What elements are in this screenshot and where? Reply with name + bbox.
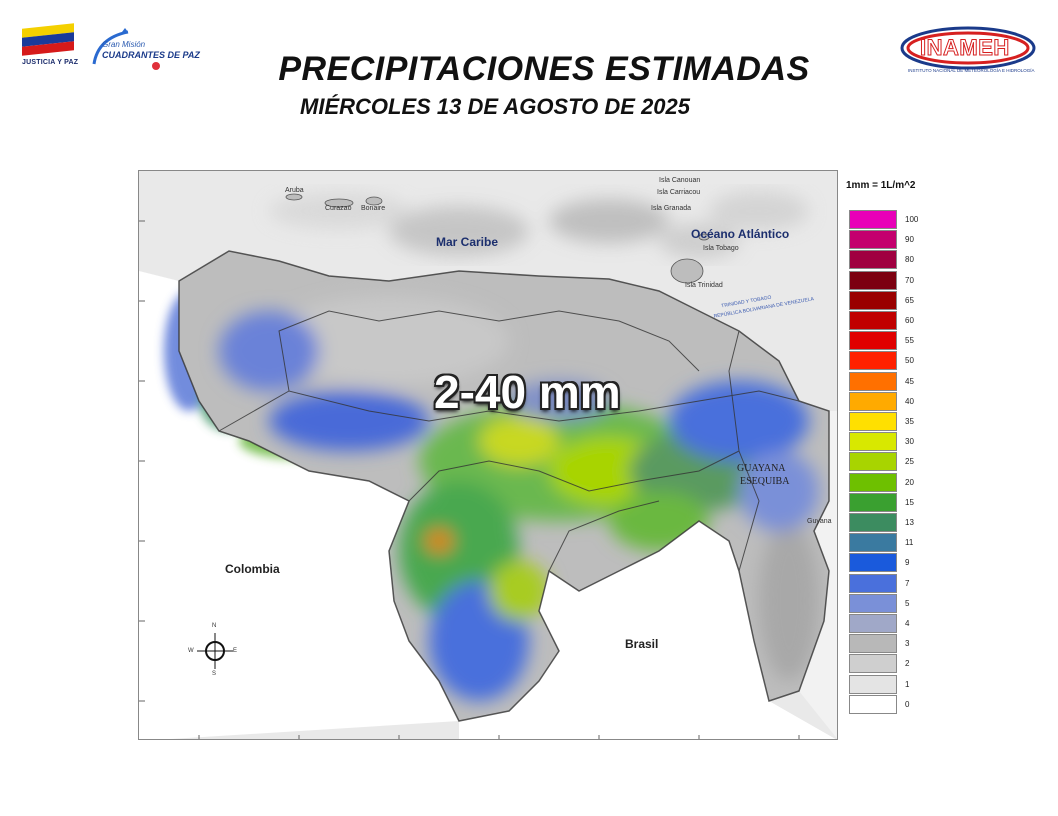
inameh-ellipse-icon bbox=[900, 26, 1036, 70]
legend-swatch bbox=[849, 391, 897, 411]
justicia-y-paz-logo: JUSTICIA Y PAZ bbox=[22, 23, 82, 78]
gran-mision-small-text: Gran Misión bbox=[102, 40, 146, 49]
legend-label: 35 bbox=[905, 417, 914, 426]
legend-label: 7 bbox=[905, 578, 910, 588]
legend-label: 30 bbox=[905, 437, 914, 447]
precipitation-map: Mar Caribe Océano Atlántico Colombia Bra… bbox=[138, 170, 838, 740]
precipitation-range-label: 2-40 mm bbox=[434, 366, 621, 418]
legend-swatch bbox=[849, 331, 897, 351]
legend-swatch bbox=[849, 593, 897, 613]
label-brasil: Brasil bbox=[625, 637, 659, 651]
legend-label: 45 bbox=[905, 376, 914, 386]
legend-swatch bbox=[849, 634, 897, 654]
islands bbox=[285, 193, 710, 284]
compass-s: S bbox=[212, 671, 217, 677]
legend-label: 13 bbox=[905, 518, 914, 527]
legend-label: 25 bbox=[905, 457, 914, 467]
legend-swatch bbox=[849, 230, 897, 250]
legend-swatch bbox=[849, 351, 897, 371]
label-curazao: Curazao bbox=[325, 205, 352, 212]
legend-label: 90 bbox=[905, 235, 914, 245]
label-esequiba: ESEQUIBA bbox=[740, 476, 790, 487]
legend-label: 100 bbox=[905, 215, 919, 224]
justicia-y-paz-caption: JUSTICIA Y PAZ bbox=[22, 59, 79, 66]
legend-swatch bbox=[849, 250, 897, 270]
inameh-caption: INSTITUTO NACIONAL DE METEOROLOGÍA E HID… bbox=[908, 68, 1035, 73]
legend-label: 9 bbox=[905, 558, 910, 568]
compass-n: N bbox=[212, 623, 217, 629]
legend-label: 50 bbox=[905, 356, 914, 366]
label-bonaire: Bonaire bbox=[361, 205, 386, 212]
legend-label: 15 bbox=[905, 497, 914, 507]
grid-ticks bbox=[139, 220, 800, 739]
legend-label: 0 bbox=[905, 699, 910, 709]
legend-swatch bbox=[849, 472, 897, 492]
legend-swatch bbox=[849, 290, 897, 310]
legend-label: 3 bbox=[905, 639, 910, 649]
gran-mision-logo: Gran Misión CUADRANTES DE PAZ bbox=[88, 28, 200, 72]
legend-swatch bbox=[849, 210, 897, 229]
legend-label: 40 bbox=[905, 396, 914, 406]
inameh-text: INAMEH bbox=[920, 35, 1010, 61]
legend-swatch bbox=[849, 412, 897, 431]
label-granada: Isla Granada bbox=[651, 205, 692, 212]
gran-mision-emblem-icon bbox=[92, 28, 160, 70]
page-title: PRECIPITACIONES ESTIMADAS bbox=[278, 50, 810, 88]
legend-label: 5 bbox=[905, 598, 910, 608]
label-colombia: Colombia bbox=[225, 562, 280, 576]
guyana-land bbox=[799, 411, 837, 739]
legend-swatch bbox=[849, 533, 897, 553]
legend-swatch bbox=[849, 311, 897, 330]
legend-swatch bbox=[849, 694, 897, 714]
legend-swatch bbox=[849, 654, 897, 674]
label-oceano-atlantico: Océano Atlántico bbox=[691, 227, 790, 241]
legend-swatch bbox=[849, 270, 897, 290]
legend-label: 65 bbox=[905, 295, 914, 305]
colombia-land bbox=[139, 271, 459, 739]
legend-swatch bbox=[849, 492, 897, 512]
legend-label: 70 bbox=[905, 275, 914, 285]
legend-label: 1 bbox=[905, 679, 910, 689]
legend-label: 60 bbox=[905, 316, 914, 325]
legend-label: 55 bbox=[905, 336, 914, 346]
legend-swatch bbox=[849, 371, 897, 391]
legend-label: 11 bbox=[905, 538, 914, 548]
state-boundaries bbox=[178, 250, 830, 722]
page-subtitle: MIÉRCOLES 13 DE AGOSTO DE 2025 bbox=[300, 94, 691, 119]
legend-swatch bbox=[849, 513, 897, 532]
label-carriacou: Isla Carriacou bbox=[657, 189, 701, 196]
legend-title: 1mm = 1L/m^2 bbox=[846, 180, 916, 191]
legend-swatch bbox=[849, 573, 897, 593]
inameh-logo: INAMEH INSTITUTO NACIONAL DE METEOROLOGÍ… bbox=[898, 24, 1038, 80]
label-mar-caribe: Mar Caribe bbox=[436, 235, 499, 249]
legend-swatch bbox=[849, 452, 897, 472]
label-aruba: Aruba bbox=[285, 187, 304, 194]
compass-icon bbox=[197, 633, 233, 669]
legend-label: 2 bbox=[905, 659, 910, 669]
legend-label: 20 bbox=[905, 477, 914, 487]
legend-swatch bbox=[849, 614, 897, 633]
legend-swatch bbox=[849, 674, 897, 694]
legend-label: 80 bbox=[905, 255, 914, 265]
legend-swatch bbox=[849, 553, 897, 573]
brasil-land bbox=[459, 521, 836, 739]
label-trinidad: Isla Trinidad bbox=[685, 282, 723, 289]
map-canvas bbox=[139, 171, 837, 739]
label-tobago: Isla Tobago bbox=[703, 245, 739, 252]
label-guayana: GUAYANA bbox=[737, 463, 786, 474]
compass-w: W bbox=[188, 648, 194, 654]
legend-swatch bbox=[849, 432, 897, 452]
cuadrantes-de-paz-text: CUADRANTES DE PAZ bbox=[102, 50, 200, 60]
label-canouan: Isla Canouan bbox=[659, 177, 701, 184]
compass-e: E bbox=[233, 648, 238, 654]
label-guyana: Guyana bbox=[807, 518, 832, 525]
legend-label: 4 bbox=[905, 619, 910, 628]
